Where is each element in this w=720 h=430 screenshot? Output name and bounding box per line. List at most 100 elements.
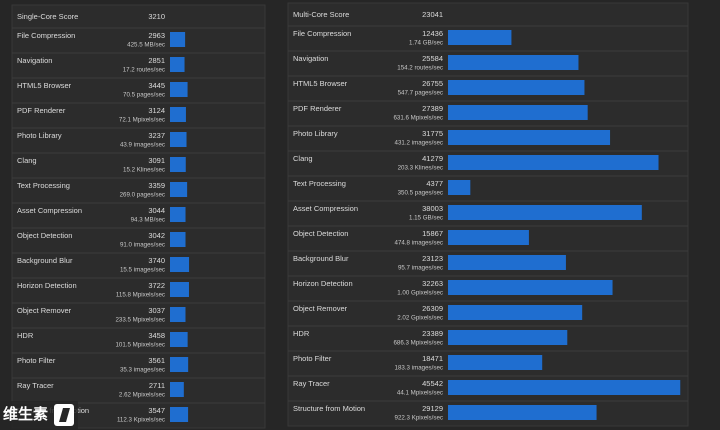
- score-bar: [170, 382, 184, 397]
- test-rate: 1.00 Gpixels/sec: [397, 290, 443, 297]
- test-rate: 44.1 Mpixels/sec: [397, 390, 443, 397]
- test-rate: 547.7 pages/sec: [398, 90, 443, 97]
- test-name: Text Processing: [293, 179, 346, 188]
- test-name: File Compression: [17, 31, 75, 40]
- test-name: Object Detection: [293, 229, 348, 238]
- score-bar: [170, 82, 188, 97]
- test-name: Object Remover: [293, 304, 348, 313]
- test-name: Horizon Detection: [17, 281, 77, 290]
- test-score: 3091: [148, 156, 165, 165]
- test-score: 26755: [422, 79, 443, 88]
- total-score: 23041: [422, 10, 443, 19]
- test-score: 3445: [148, 81, 165, 90]
- test-score: 32263: [422, 279, 443, 288]
- test-score: 15867: [422, 229, 443, 238]
- test-name: Navigation: [17, 56, 52, 65]
- test-rate: 203.3 Klines/sec: [398, 165, 443, 172]
- test-score: 12436: [422, 29, 443, 38]
- test-name: Structure from Motion: [293, 404, 365, 413]
- test-rate: 95.7 images/sec: [398, 265, 443, 272]
- panel-title: Single-Core Score: [17, 12, 78, 21]
- test-rate: 431.2 images/sec: [395, 140, 444, 147]
- test-name: Object Detection: [17, 231, 72, 240]
- test-name: HTML5 Browser: [17, 81, 72, 90]
- test-name: Photo Filter: [17, 356, 56, 365]
- test-score: 3458: [148, 331, 165, 340]
- watermark-text: 维生素: [3, 405, 48, 423]
- test-name: Clang: [293, 154, 313, 163]
- test-rate: 922.3 Kpixels/sec: [395, 415, 444, 422]
- test-name: Background Blur: [17, 256, 73, 265]
- score-bar: [448, 30, 512, 45]
- test-name: HDR: [293, 329, 310, 338]
- score-bar: [448, 230, 529, 245]
- test-score: 29129: [422, 404, 443, 413]
- test-score: 23123: [422, 254, 443, 263]
- score-bar: [448, 330, 568, 345]
- test-rate: 2.62 Mpixels/sec: [119, 392, 165, 399]
- test-name: Horizon Detection: [293, 279, 353, 288]
- test-score: 3037: [148, 306, 165, 315]
- test-rate: 1.74 GB/sec: [409, 40, 443, 47]
- test-score: 3359: [148, 181, 165, 190]
- test-score: 2963: [148, 31, 165, 40]
- score-panel: Single-Core Score 3210 File Compression 296…: [11, 4, 266, 429]
- test-name: Photo Filter: [293, 354, 332, 363]
- score-bar: [448, 55, 579, 70]
- test-name: Asset Compression: [293, 204, 358, 213]
- test-score: 3124: [148, 106, 165, 115]
- test-score: 25584: [422, 54, 443, 63]
- test-score: 3042: [148, 231, 165, 240]
- test-score: 3740: [148, 256, 165, 265]
- total-score: 3210: [148, 12, 165, 21]
- score-bar: [448, 205, 642, 220]
- test-score: 3561: [148, 356, 165, 365]
- test-rate: 101.5 Mpixels/sec: [115, 342, 165, 349]
- test-rate: 115.8 Mpixels/sec: [116, 292, 165, 299]
- test-score: 27389: [422, 104, 443, 113]
- test-score: 45542: [422, 379, 443, 388]
- test-score: 3722: [148, 281, 165, 290]
- panel-title: Multi-Core Score: [293, 10, 349, 19]
- test-score: 4377: [426, 179, 443, 188]
- test-name: Ray Tracer: [293, 379, 330, 388]
- test-rate: 631.6 Mpixels/sec: [393, 115, 443, 122]
- test-score: 41279: [422, 154, 443, 163]
- score-bar: [170, 257, 190, 272]
- score-bar: [448, 105, 588, 120]
- test-name: Text Processing: [17, 181, 70, 190]
- test-score: 2851: [148, 56, 165, 65]
- test-name: Navigation: [293, 54, 328, 63]
- test-score: 3547: [148, 406, 165, 415]
- test-rate: 15.5 images/sec: [120, 267, 165, 274]
- score-bar: [448, 380, 681, 395]
- test-rate: 94.3 MB/sec: [131, 217, 165, 224]
- test-rate: 425.5 MB/sec: [127, 42, 165, 49]
- test-rate: 70.5 pages/sec: [123, 92, 165, 99]
- test-rate: 2.02 Gpixels/sec: [397, 315, 443, 322]
- test-rate: 686.3 Mpixels/sec: [393, 340, 443, 347]
- test-rate: 183.3 images/sec: [395, 365, 444, 372]
- test-rate: 112.3 Kpixels/sec: [117, 417, 165, 424]
- test-name: Background Blur: [293, 254, 349, 263]
- test-name: Clang: [17, 156, 37, 165]
- score-bar: [170, 157, 186, 172]
- score-bar: [448, 305, 583, 320]
- test-name: PDF Renderer: [293, 104, 342, 113]
- panel-background: [11, 4, 266, 429]
- score-bar: [170, 32, 186, 47]
- score-bar: [448, 280, 613, 295]
- score-bar: [448, 255, 566, 270]
- test-rate: 91.0 images/sec: [120, 242, 165, 249]
- score-bar: [448, 80, 585, 95]
- test-rate: 474.8 images/sec: [395, 240, 444, 247]
- test-score: 26309: [422, 304, 443, 313]
- test-score: 38003: [422, 204, 443, 213]
- score-bar: [170, 182, 188, 197]
- test-name: PDF Renderer: [17, 106, 66, 115]
- test-name: Object Remover: [17, 306, 72, 315]
- test-score: 31775: [422, 129, 443, 138]
- test-rate: 15.2 Klines/sec: [123, 167, 165, 174]
- test-score: 23389: [422, 329, 443, 338]
